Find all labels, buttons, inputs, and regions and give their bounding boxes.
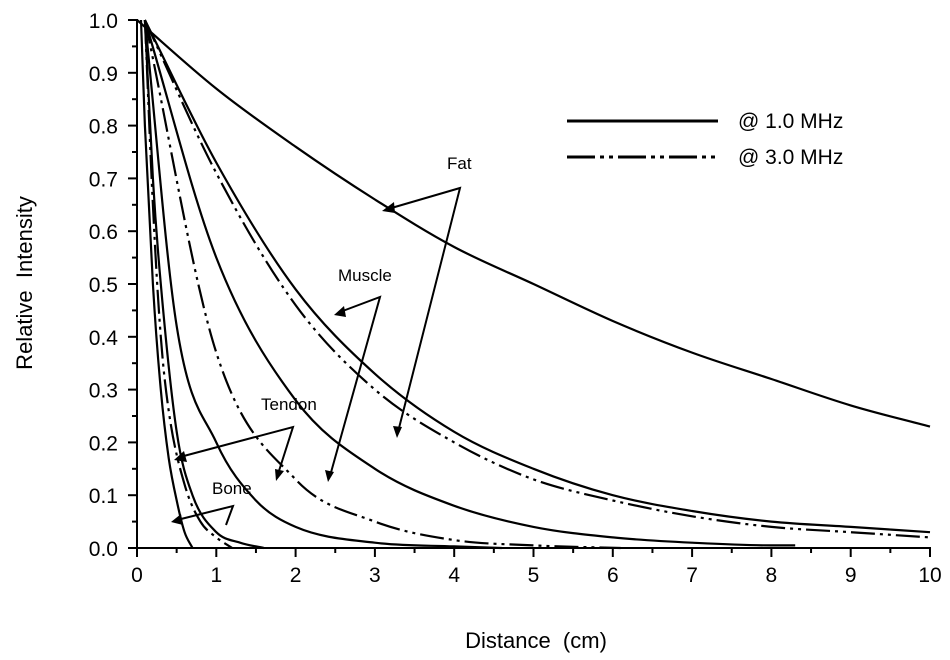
annotation-muscle-arrowhead	[334, 306, 346, 317]
annotation-bone-arrowhead	[171, 514, 183, 525]
x-tick-label: 10	[918, 564, 941, 587]
annotation-tendon-arrowhead	[174, 451, 187, 462]
y-tick-label: 0.9	[89, 63, 118, 86]
annotation-bone-label: Bone	[212, 479, 252, 498]
annotation-bone-leader	[176, 504, 235, 526]
legend-label-3mhz: @ 3.0 MHz	[738, 146, 843, 169]
y-tick-label: 0.0	[89, 538, 118, 561]
legend: @ 1.0 MHz @ 3.0 MHz	[567, 110, 843, 169]
y-tick-label: 0.5	[89, 274, 118, 297]
x-tick-label: 2	[290, 564, 302, 587]
curve-tendon-3-0-mhz-solid	[143, 19, 502, 550]
annotation-fat: Fat	[382, 154, 472, 438]
x-tick-label: 7	[686, 564, 698, 587]
y-tick-label: 0.7	[89, 168, 118, 191]
annotation-muscle-label: Muscle	[338, 266, 392, 285]
annotation-fat-leader	[387, 186, 462, 433]
curve-muscle-1-0-mhz-solid	[143, 19, 931, 534]
x-tick-label: 0	[131, 564, 143, 587]
x-axis-title: Distance (cm)	[465, 628, 607, 653]
axes-layer	[128, 19, 931, 557]
y-tick-label: 0.6	[89, 221, 118, 244]
curve-fat-3-0-mhz-dash-dot	[143, 19, 931, 539]
curve-tendon-1-0-mhz-solid	[143, 19, 796, 547]
y-tick-label: 1.0	[89, 10, 118, 33]
x-tick-label: 3	[369, 564, 381, 587]
curve-bone-3-0-mhz-dash-dot	[143, 19, 233, 549]
annotation-muscle-arrowhead-2	[325, 470, 334, 482]
tick-labels-layer: 0 1 2 3 4 5 6 7 8 9 10 0.0 0.1 0.2 0.3 0.4 0.5 0.6 0.7 0.8 0…	[89, 10, 942, 587]
x-tick-label: 1	[210, 564, 222, 587]
annotation-fat-arrowhead	[382, 202, 395, 213]
y-tick-label: 0.3	[89, 380, 118, 403]
x-tick-label: 5	[528, 564, 540, 587]
x-tick-label: 8	[766, 564, 778, 587]
y-tick-label: 0.1	[89, 485, 118, 508]
annotation-tendon-arrowhead-2	[275, 469, 284, 481]
annotation-fat-label: Fat	[447, 154, 472, 173]
x-tick-label: 9	[845, 564, 857, 587]
annotation-tendon-leader	[179, 425, 295, 475]
y-axis-title: Relative Intensity	[12, 196, 37, 370]
x-tick-label: 4	[448, 564, 460, 587]
annotation-muscle: Muscle	[325, 266, 392, 482]
annotation-bone: Bone	[171, 479, 252, 526]
annotation-tendon: Tendon	[174, 395, 317, 481]
y-tick-label: 0.2	[89, 432, 118, 455]
y-tick-label: 0.8	[89, 116, 118, 139]
curves-layer	[136, 19, 931, 550]
curve-bone-1-0-mhz-solid	[143, 19, 265, 550]
annotation-tendon-label: Tendon	[261, 395, 317, 414]
curve-muscle-3-0-mhz-dash-dot	[143, 19, 621, 550]
legend-label-1mhz: @ 1.0 MHz	[738, 110, 843, 133]
annotation-fat-arrowhead-2	[393, 426, 402, 438]
x-tick-label: 6	[607, 564, 619, 587]
curve-fat-1-0-mhz-solid	[136, 19, 931, 428]
annotation-muscle-leader	[329, 295, 382, 477]
y-tick-label: 0.4	[89, 327, 119, 350]
